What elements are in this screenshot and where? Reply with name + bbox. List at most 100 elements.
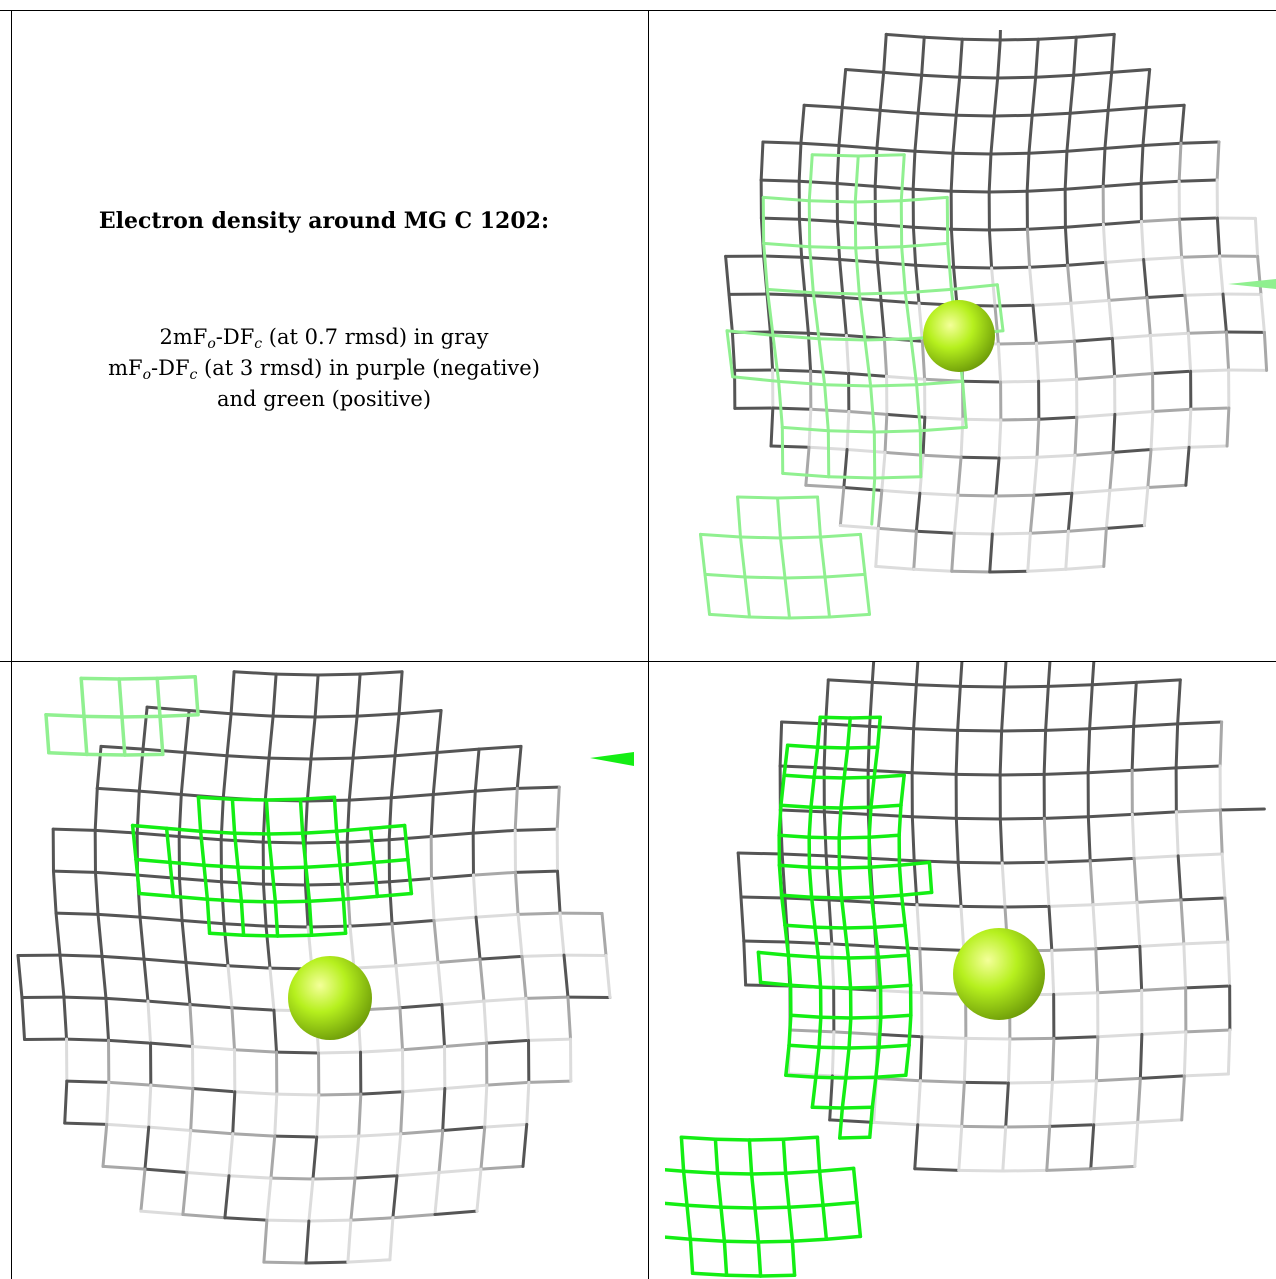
gray-density-mesh xyxy=(1004,1081,1010,1129)
gray-density-mesh xyxy=(1000,860,1048,865)
gray-density-mesh xyxy=(1045,1124,1052,1172)
gray-density-mesh xyxy=(1063,225,1070,267)
green-density-mesh xyxy=(168,860,206,867)
gray-density-mesh xyxy=(992,76,1000,118)
green-density-mesh xyxy=(873,925,881,960)
green-density-mesh xyxy=(758,1273,797,1278)
gray-density-mesh xyxy=(1182,1072,1230,1078)
green-density-mesh xyxy=(808,245,815,295)
green-density-mesh xyxy=(816,495,822,539)
green-density-mesh xyxy=(158,712,200,719)
gray-density-mesh xyxy=(1138,1032,1144,1080)
green-density-mesh xyxy=(761,195,811,203)
green-marker-icon xyxy=(1228,279,1276,289)
green-density-mesh xyxy=(809,775,816,810)
gray-density-mesh xyxy=(262,1260,308,1265)
frame-top-border xyxy=(0,10,1276,11)
green-density-mesh xyxy=(823,572,867,579)
green-density-mesh xyxy=(807,865,814,900)
gray-density-mesh xyxy=(441,1125,487,1132)
gray-density-mesh xyxy=(477,744,523,751)
gray-density-mesh xyxy=(387,834,433,842)
gray-density-mesh xyxy=(1174,764,1222,770)
green-density-mesh xyxy=(897,863,904,897)
green-density-mesh xyxy=(783,1169,822,1176)
gray-density-mesh xyxy=(229,712,275,718)
green-density-mesh xyxy=(665,1201,689,1207)
gray-density-mesh xyxy=(20,995,27,1041)
gray-density-mesh xyxy=(1149,445,1191,452)
green-density-mesh xyxy=(842,775,876,780)
gray-density-mesh xyxy=(961,417,1003,422)
gray-density-mesh xyxy=(16,953,24,999)
gray-density-mesh xyxy=(264,924,310,929)
gray-density-mesh xyxy=(780,852,828,858)
green-density-mesh xyxy=(818,715,852,720)
gray-density-mesh xyxy=(139,1167,147,1213)
gray-density-mesh xyxy=(1070,488,1112,495)
gray-density-mesh xyxy=(842,448,849,490)
gray-density-mesh xyxy=(951,113,958,155)
gray-density-mesh xyxy=(912,859,960,864)
green-density-mesh xyxy=(949,283,999,291)
green-density-mesh xyxy=(738,535,747,579)
gray-density-mesh xyxy=(876,260,918,267)
green-density-mesh xyxy=(665,1235,693,1241)
gray-density-mesh xyxy=(485,1038,531,1045)
gray-density-mesh xyxy=(355,712,401,718)
gray-density-mesh xyxy=(918,947,966,952)
green-density-mesh xyxy=(747,1138,754,1176)
gray-density-mesh xyxy=(441,1086,447,1132)
gray-density-mesh xyxy=(189,1086,195,1132)
green-density-mesh xyxy=(867,805,873,840)
gray-density-mesh xyxy=(101,1122,109,1168)
green-density-mesh xyxy=(789,1013,823,1020)
gray-density-mesh xyxy=(949,189,991,194)
green-density-mesh xyxy=(117,676,159,681)
green-density-mesh xyxy=(780,425,830,433)
gray-density-mesh xyxy=(987,189,1029,194)
green-density-mesh xyxy=(838,1135,872,1140)
gray-density-mesh xyxy=(263,756,271,802)
green-density-mesh xyxy=(777,379,827,387)
green-density-mesh xyxy=(838,1106,845,1140)
gray-density-mesh xyxy=(914,263,956,269)
gray-density-mesh xyxy=(58,953,66,999)
green-density-mesh xyxy=(758,980,793,987)
gray-density-mesh xyxy=(1006,1080,1054,1085)
gray-density-mesh xyxy=(918,491,960,497)
gray-density-mesh xyxy=(1138,1074,1186,1080)
gray-density-mesh xyxy=(1064,529,1070,571)
gray-density-mesh xyxy=(990,494,998,536)
gray-density-mesh xyxy=(1130,812,1136,860)
gray-density-mesh xyxy=(317,1092,363,1097)
green-density-mesh xyxy=(777,379,784,429)
green-density-mesh xyxy=(840,1105,875,1110)
gray-density-mesh xyxy=(527,1037,573,1042)
green-density-mesh xyxy=(843,926,851,960)
gray-density-mesh xyxy=(996,75,1038,80)
green-density-mesh xyxy=(130,823,169,831)
green-density-mesh xyxy=(808,245,858,250)
gray-density-mesh xyxy=(62,995,69,1041)
gray-density-mesh xyxy=(921,415,927,457)
gray-density-mesh xyxy=(357,1092,363,1138)
gray-density-mesh xyxy=(954,772,1002,777)
gray-density-mesh xyxy=(1110,32,1116,74)
green-density-mesh xyxy=(756,1240,763,1278)
gray-density-mesh xyxy=(1107,296,1149,302)
green-density-mesh xyxy=(765,287,815,295)
green-density-mesh xyxy=(903,923,911,957)
gray-density-mesh xyxy=(1066,260,1108,267)
gray-density-mesh xyxy=(916,1123,964,1128)
mg-atom-sphere xyxy=(923,300,995,372)
gray-density-mesh xyxy=(912,529,918,571)
gray-density-mesh xyxy=(1045,1167,1093,1172)
gray-density-mesh xyxy=(303,840,349,845)
gray-density-mesh xyxy=(1182,942,1188,990)
green-density-mesh xyxy=(719,1205,757,1210)
gray-density-mesh xyxy=(1132,856,1139,904)
gray-density-mesh xyxy=(307,1218,353,1223)
gray-density-mesh xyxy=(1106,70,1114,112)
green-density-mesh xyxy=(753,1205,791,1210)
